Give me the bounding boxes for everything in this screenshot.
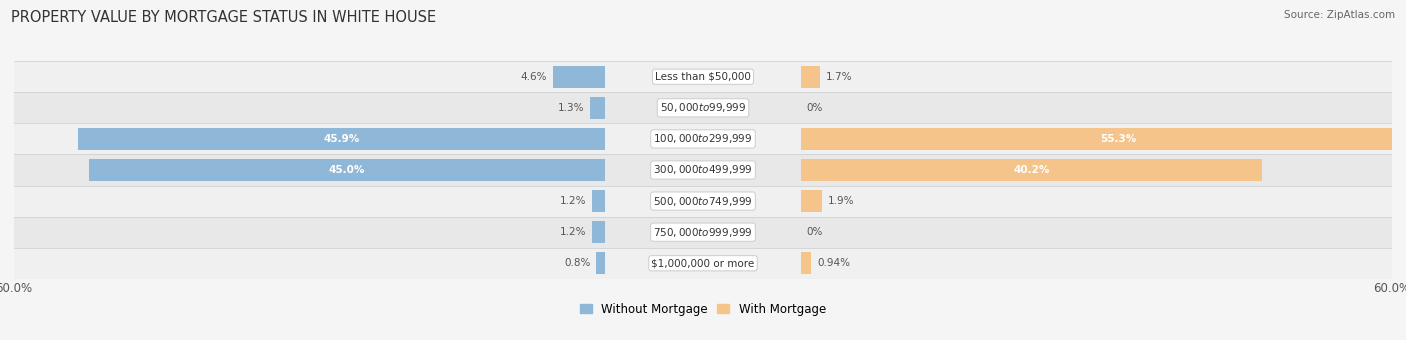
Text: Source: ZipAtlas.com: Source: ZipAtlas.com: [1284, 10, 1395, 20]
Text: 4.6%: 4.6%: [520, 72, 547, 82]
Bar: [800, 66, 820, 88]
Text: $100,000 to $299,999: $100,000 to $299,999: [654, 132, 752, 146]
Text: 1.2%: 1.2%: [560, 227, 586, 237]
Bar: [79, 128, 606, 150]
Text: 1.9%: 1.9%: [828, 196, 855, 206]
Text: PROPERTY VALUE BY MORTGAGE STATUS IN WHITE HOUSE: PROPERTY VALUE BY MORTGAGE STATUS IN WHI…: [11, 10, 436, 25]
Text: 0.94%: 0.94%: [817, 258, 851, 268]
Bar: [592, 221, 606, 243]
Text: 0.8%: 0.8%: [564, 258, 591, 268]
Bar: [591, 97, 606, 119]
Bar: [89, 159, 606, 181]
Text: 0%: 0%: [807, 227, 823, 237]
Bar: [14, 217, 1392, 248]
Bar: [14, 123, 1392, 154]
Text: Less than $50,000: Less than $50,000: [655, 72, 751, 82]
Text: $50,000 to $99,999: $50,000 to $99,999: [659, 101, 747, 114]
Bar: [596, 252, 606, 274]
Bar: [553, 66, 606, 88]
Text: 40.2%: 40.2%: [1014, 165, 1050, 175]
Bar: [14, 154, 1392, 186]
Bar: [14, 92, 1392, 123]
Text: $750,000 to $999,999: $750,000 to $999,999: [654, 226, 752, 239]
Bar: [800, 252, 811, 274]
Text: 55.3%: 55.3%: [1099, 134, 1136, 144]
Bar: [14, 61, 1392, 92]
Text: $500,000 to $749,999: $500,000 to $749,999: [654, 194, 752, 208]
Text: 1.3%: 1.3%: [558, 103, 585, 113]
Bar: [800, 159, 1263, 181]
Text: 45.9%: 45.9%: [323, 134, 360, 144]
Text: 45.0%: 45.0%: [329, 165, 366, 175]
Bar: [14, 248, 1392, 279]
Bar: [800, 128, 1406, 150]
Bar: [14, 186, 1392, 217]
Bar: [592, 190, 606, 212]
Bar: [800, 190, 823, 212]
Text: $1,000,000 or more: $1,000,000 or more: [651, 258, 755, 268]
Text: $300,000 to $499,999: $300,000 to $499,999: [654, 164, 752, 176]
Legend: Without Mortgage, With Mortgage: Without Mortgage, With Mortgage: [575, 298, 831, 321]
Text: 0%: 0%: [807, 103, 823, 113]
Text: 1.7%: 1.7%: [825, 72, 852, 82]
Text: 1.2%: 1.2%: [560, 196, 586, 206]
